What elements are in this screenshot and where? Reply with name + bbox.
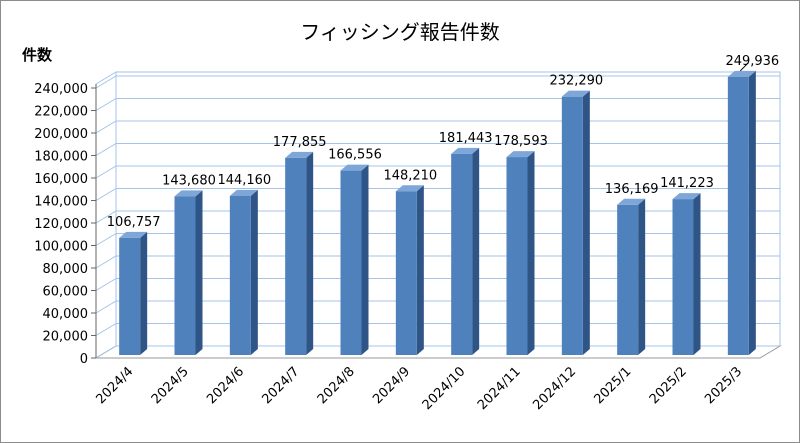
data-label: 106,757 xyxy=(107,215,161,230)
gridline xyxy=(95,143,780,156)
data-label: 141,223 xyxy=(660,176,714,191)
y-tick-label: 60,000 xyxy=(43,285,89,300)
bar-side xyxy=(582,90,590,355)
data-labels: 106,757 143,680 144,160 177,855166,556148,2… xyxy=(107,54,779,230)
bars xyxy=(119,70,756,356)
gridline xyxy=(95,75,780,89)
bar-top xyxy=(506,151,535,158)
gridline xyxy=(95,345,780,359)
y-tick-label: 40,000 xyxy=(43,307,89,322)
y-tick-label: 80,000 xyxy=(43,262,89,277)
y-tick-label: 120,000 xyxy=(34,217,88,232)
bar-side xyxy=(416,185,424,355)
data-label: 166,556 xyxy=(328,148,382,163)
x-tick-label: 2024/7 xyxy=(260,364,303,407)
gridline xyxy=(95,233,780,246)
bar-side xyxy=(195,190,203,355)
bar-top xyxy=(174,190,203,197)
data-label: 232,290 xyxy=(549,74,603,89)
bar xyxy=(506,157,528,355)
bar xyxy=(285,157,307,355)
bar-top xyxy=(561,90,590,97)
bar-top xyxy=(672,193,701,200)
gridline xyxy=(95,120,780,134)
back-wall xyxy=(115,71,781,347)
bar-top xyxy=(285,151,314,158)
x-tick-label: 2024/9 xyxy=(370,364,413,407)
x-tick-label: 2024/8 xyxy=(315,364,358,407)
bar-top xyxy=(451,147,480,154)
gridline xyxy=(95,188,780,201)
bar-side xyxy=(472,147,480,355)
data-label: 143,680 xyxy=(162,173,216,188)
bar-top xyxy=(340,164,369,171)
x-tick-labels: 2024/4 2024/5 2024/6 2024/7 2024/8 2024/9 2024… xyxy=(94,364,746,413)
bar-side xyxy=(638,198,646,355)
x-tick-label: 2024/11 xyxy=(475,364,524,413)
bar-side xyxy=(306,151,314,355)
x-tick-label: 2024/6 xyxy=(204,364,247,407)
bar xyxy=(672,199,694,355)
y-tick-label: 200,000 xyxy=(34,127,88,142)
gridline xyxy=(95,323,780,336)
bar-top xyxy=(119,231,148,238)
gridline xyxy=(95,255,780,269)
bar xyxy=(174,196,196,355)
x-tick-label: 2024/10 xyxy=(420,364,469,413)
bar xyxy=(229,195,251,355)
bar-top xyxy=(395,185,424,192)
data-label: 181,443 xyxy=(439,131,493,146)
gridline xyxy=(95,98,780,111)
gridline xyxy=(95,210,780,224)
y-tick-label: 240,000 xyxy=(34,82,88,97)
x-tick-label: 2024/12 xyxy=(530,364,579,413)
data-label: 136,169 xyxy=(605,182,659,197)
bar xyxy=(340,170,362,355)
y-tick-label: 0 xyxy=(80,352,88,367)
gridline xyxy=(95,278,780,291)
y-tick-label: 160,000 xyxy=(34,172,88,187)
bar xyxy=(451,153,473,355)
y-tick-label: 20,000 xyxy=(43,330,89,345)
bar xyxy=(617,204,639,355)
y-tick-label: 140,000 xyxy=(34,195,88,210)
gridline xyxy=(95,300,780,314)
bar-side xyxy=(693,193,701,355)
y-tick-label: 180,000 xyxy=(34,150,88,165)
bar-side xyxy=(361,164,369,355)
x-tick-label: 2024/5 xyxy=(149,364,192,407)
x-tick-label: 2025/1 xyxy=(592,364,635,407)
bar-side xyxy=(527,151,535,355)
x-tick-label: 2025/2 xyxy=(647,364,690,407)
gridline xyxy=(95,165,780,179)
y-tick-label: 220,000 xyxy=(34,105,88,120)
x-tick-label: 2024/4 xyxy=(94,364,137,407)
bar-top xyxy=(229,189,258,196)
data-label: 249,936 xyxy=(725,54,779,69)
x-tick-label: 2025/3 xyxy=(702,364,745,407)
bar xyxy=(119,237,141,355)
bar-top xyxy=(727,70,756,77)
bar-top xyxy=(617,198,646,205)
data-label: 177,855 xyxy=(273,135,327,150)
y-axis-label: 件数 xyxy=(22,46,53,64)
bar xyxy=(561,96,583,355)
bar xyxy=(395,191,417,355)
bar-side xyxy=(140,231,148,355)
data-label: 144,160 xyxy=(217,173,271,188)
bar-side xyxy=(250,189,258,355)
y-tick-label: 100,000 xyxy=(34,240,88,255)
data-label-leader xyxy=(739,62,749,72)
data-label: 148,210 xyxy=(383,168,437,183)
chart-title: フィッシング報告件数 xyxy=(300,20,500,44)
chart-walls xyxy=(94,71,782,359)
bar xyxy=(727,76,749,356)
bar-side xyxy=(748,70,756,356)
y-tick-labels: 0 20,000 40,000 60,000 80,000 100,000 120,000 1… xyxy=(34,82,88,367)
gridlines xyxy=(91,75,780,359)
data-label: 178,593 xyxy=(494,134,548,149)
